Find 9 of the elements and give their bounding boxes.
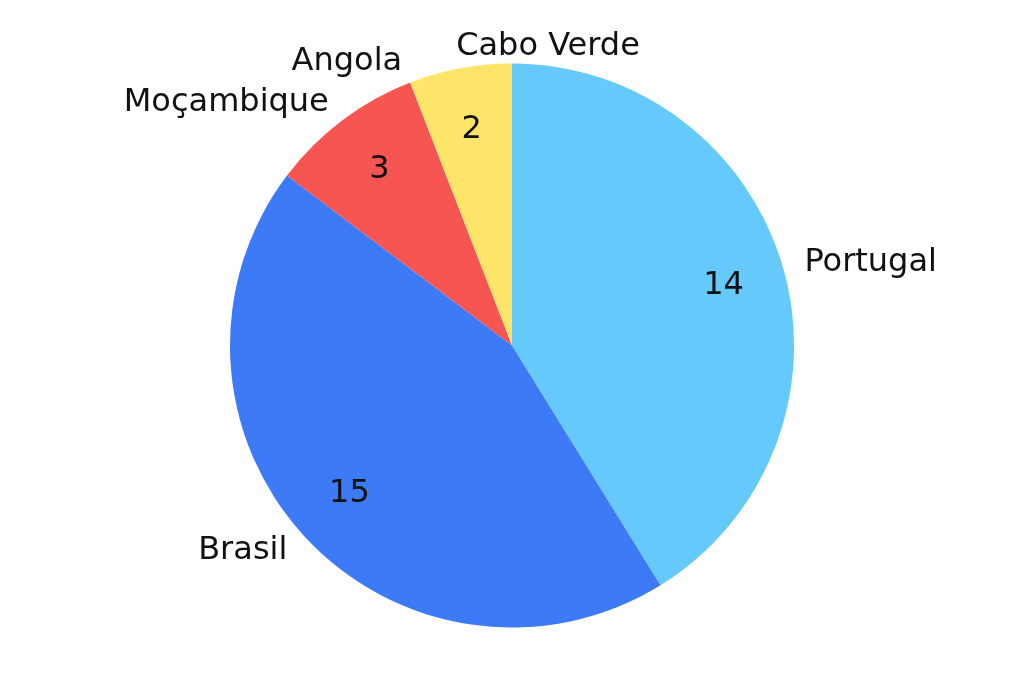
- slice-label: Cabo Verde: [456, 24, 640, 63]
- data-label: 2: [461, 107, 482, 146]
- slice-label: Portugal: [804, 240, 937, 279]
- data-label: 14: [703, 263, 744, 302]
- data-label: 3: [369, 148, 390, 187]
- category-label: Angola: [291, 40, 403, 79]
- slice-label: Brasil: [198, 528, 288, 567]
- data-label: 15: [329, 472, 370, 510]
- slice-label: Moçambique: [123, 81, 329, 120]
